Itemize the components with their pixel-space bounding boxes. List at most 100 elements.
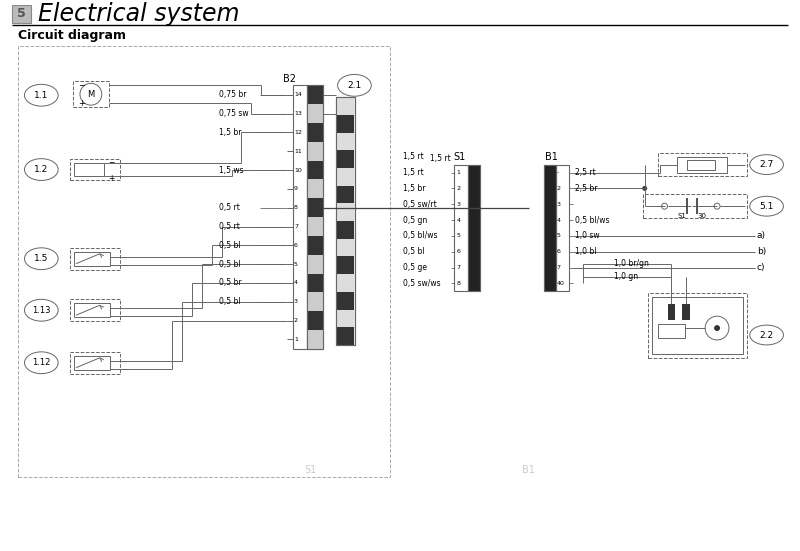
Text: −: − xyxy=(108,158,114,167)
Bar xyxy=(468,180,480,196)
Text: 11: 11 xyxy=(294,149,302,154)
Bar xyxy=(293,85,307,349)
Bar xyxy=(468,276,480,291)
Bar xyxy=(337,310,354,327)
Text: Electrical system: Electrical system xyxy=(38,2,240,26)
Circle shape xyxy=(662,203,667,209)
Text: 0,5 bl/ws: 0,5 bl/ws xyxy=(575,215,610,225)
Bar xyxy=(73,82,109,107)
Bar xyxy=(658,324,686,338)
Bar xyxy=(74,356,110,370)
Text: 1,5 rt: 1,5 rt xyxy=(430,154,450,163)
Bar xyxy=(468,212,480,228)
Bar xyxy=(307,236,322,255)
Bar xyxy=(307,123,322,142)
Bar xyxy=(70,159,120,180)
Bar xyxy=(307,293,322,311)
Text: 2,5 br: 2,5 br xyxy=(575,184,598,193)
Text: 5: 5 xyxy=(17,8,26,20)
Text: 1,0 br/gn: 1,0 br/gn xyxy=(614,259,649,268)
Bar xyxy=(307,274,322,293)
Text: 0,5 sw/ws: 0,5 sw/ws xyxy=(403,279,441,288)
Bar xyxy=(337,221,354,239)
Text: 12: 12 xyxy=(294,130,302,135)
Bar xyxy=(468,165,480,291)
Bar xyxy=(307,198,322,217)
Bar xyxy=(307,255,322,274)
Text: 1,5 br: 1,5 br xyxy=(218,128,241,137)
Text: 1.5: 1.5 xyxy=(34,254,49,263)
Text: 1.13: 1.13 xyxy=(32,306,50,315)
Text: 3: 3 xyxy=(457,202,461,207)
Bar xyxy=(307,217,322,236)
Circle shape xyxy=(714,203,720,209)
Text: 0,75 br: 0,75 br xyxy=(218,90,246,99)
Text: 5.1: 5.1 xyxy=(759,202,774,210)
Text: 2: 2 xyxy=(294,318,298,323)
Bar xyxy=(544,228,555,244)
Circle shape xyxy=(642,186,647,191)
Bar xyxy=(468,196,480,212)
Text: +: + xyxy=(108,174,114,183)
Text: 2: 2 xyxy=(457,186,461,191)
Text: 1: 1 xyxy=(457,170,460,175)
Text: 0,5 bl: 0,5 bl xyxy=(218,260,240,269)
Text: 0,5 br: 0,5 br xyxy=(218,278,242,288)
Bar xyxy=(544,276,555,291)
Text: Circuit diagram: Circuit diagram xyxy=(18,29,126,42)
Bar xyxy=(544,244,555,260)
Bar xyxy=(544,260,555,276)
Text: 0,5 rt: 0,5 rt xyxy=(218,203,239,212)
Text: 5: 5 xyxy=(294,262,298,267)
Bar xyxy=(468,260,480,276)
Text: 4: 4 xyxy=(294,280,298,285)
Bar xyxy=(337,292,354,310)
Bar xyxy=(544,212,555,228)
Text: 0,5 bl/ws: 0,5 bl/ws xyxy=(403,231,438,240)
Bar xyxy=(337,256,354,274)
Bar xyxy=(652,298,743,354)
Text: 0,5 sw/rt: 0,5 sw/rt xyxy=(403,199,437,209)
Text: 2,5 rt: 2,5 rt xyxy=(575,168,596,177)
Bar xyxy=(337,168,354,186)
Bar xyxy=(74,303,110,317)
Text: S1: S1 xyxy=(678,213,687,219)
Text: 1,5 rt: 1,5 rt xyxy=(403,168,424,177)
Bar xyxy=(544,196,555,212)
Text: 1,5 rt: 1,5 rt xyxy=(403,152,424,161)
Text: b): b) xyxy=(757,247,766,256)
Text: 5: 5 xyxy=(557,234,561,239)
Bar xyxy=(337,239,354,256)
Bar xyxy=(74,163,104,176)
Bar xyxy=(544,165,555,291)
Bar xyxy=(74,252,110,266)
Bar xyxy=(544,165,555,291)
Text: 4: 4 xyxy=(457,218,461,223)
Text: 4: 4 xyxy=(557,218,561,223)
Bar xyxy=(658,153,746,176)
Text: 3: 3 xyxy=(294,299,298,304)
Text: B1: B1 xyxy=(545,152,558,161)
Text: 7: 7 xyxy=(457,265,461,270)
Bar xyxy=(307,85,322,349)
Bar xyxy=(648,293,746,358)
Text: 7: 7 xyxy=(294,224,298,229)
Bar xyxy=(307,142,322,161)
Text: S1: S1 xyxy=(305,464,317,475)
Text: 30: 30 xyxy=(698,213,706,219)
Text: 0,5 bl: 0,5 bl xyxy=(218,298,240,306)
Text: 8: 8 xyxy=(457,281,460,286)
Text: 40: 40 xyxy=(557,281,565,286)
Text: 7: 7 xyxy=(557,265,561,270)
Bar xyxy=(70,352,120,374)
Text: 0,5 bl: 0,5 bl xyxy=(403,247,425,256)
Bar xyxy=(642,195,746,218)
Bar xyxy=(337,186,354,203)
Text: 0,5 rt: 0,5 rt xyxy=(218,222,239,231)
Bar xyxy=(667,304,675,320)
Text: 1.12: 1.12 xyxy=(32,358,50,368)
Text: a): a) xyxy=(757,231,766,240)
Text: 8: 8 xyxy=(294,205,298,210)
Text: 2.7: 2.7 xyxy=(759,160,774,169)
Text: 3: 3 xyxy=(557,202,561,207)
